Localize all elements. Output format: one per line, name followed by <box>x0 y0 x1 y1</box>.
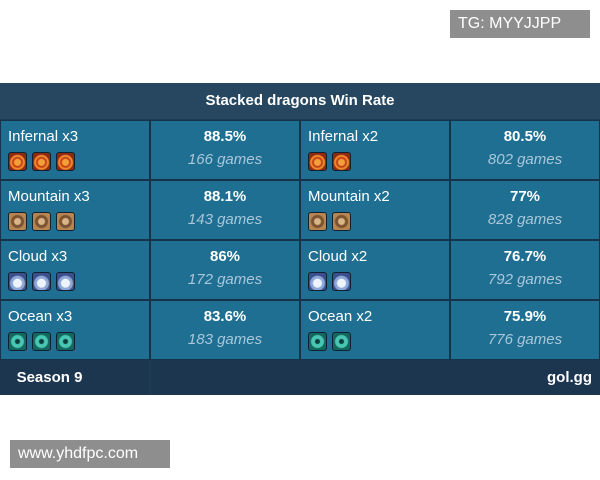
cell: Infernal x2 <box>300 120 450 180</box>
source: gol.gg <box>151 360 600 395</box>
icon <box>332 332 351 351</box>
dragon-label: Infernal x2 <box>308 128 379 145</box>
dragon-icons <box>8 332 75 351</box>
win-rate: 86% <box>209 248 241 265</box>
icon <box>56 332 75 351</box>
dragon-icons <box>308 272 351 291</box>
dragon-icons <box>308 212 351 231</box>
season-text: Season 9 <box>16 369 83 386</box>
cell: Cloud x3 <box>0 240 150 300</box>
icon <box>8 212 27 231</box>
table-title: Stacked dragons Win Rate <box>0 83 600 119</box>
dragon-icons <box>8 272 75 291</box>
dragon-label: Mountain x2 <box>308 188 390 205</box>
cell: Infernal x3 <box>0 120 150 180</box>
dragon-label: Ocean x3 <box>8 308 73 325</box>
games: 166 games <box>187 151 263 168</box>
table-row: Cloud x3 86% 172 games Cloud x2 76.7% 792 … <box>0 240 600 300</box>
watermark: www.yhdfpc.com <box>10 440 170 468</box>
cell: Mountain x2 <box>300 180 450 240</box>
icon <box>32 152 51 171</box>
win-rate: 76.7% <box>503 248 547 265</box>
cell: 83.6% 183 games <box>150 300 300 360</box>
icon <box>332 272 351 291</box>
icon <box>8 332 27 351</box>
win-rate: 88.5% <box>203 128 247 145</box>
icon <box>308 152 327 171</box>
icon <box>32 272 51 291</box>
icon <box>56 272 75 291</box>
icon <box>308 272 327 291</box>
games: 172 games <box>187 271 263 288</box>
icon <box>332 152 351 171</box>
games: 792 games <box>487 271 563 288</box>
cell: Mountain x3 <box>0 180 150 240</box>
cell: 88.1% 143 games <box>150 180 300 240</box>
dragon-label: Cloud x3 <box>8 248 68 265</box>
win-rate: 80.5% <box>503 128 547 145</box>
icon <box>332 212 351 231</box>
table-footer: Season 9 gol.gg <box>0 360 600 395</box>
icon <box>8 152 27 171</box>
dragon-icons <box>308 152 351 171</box>
cell: Ocean x2 <box>300 300 450 360</box>
icon <box>32 212 51 231</box>
cell: 77% 828 games <box>450 180 600 240</box>
cell: 80.5% 802 games <box>450 120 600 180</box>
icon <box>56 152 75 171</box>
win-rate: 88.1% <box>203 188 247 205</box>
icon <box>32 332 51 351</box>
games: 802 games <box>487 151 563 168</box>
icon <box>56 212 75 231</box>
cell: Ocean x3 <box>0 300 150 360</box>
dragon-icons <box>308 332 351 351</box>
watermark: TG: MYYJJPP <box>450 10 590 38</box>
season: Season 9 <box>0 360 149 395</box>
cell: 86% 172 games <box>150 240 300 300</box>
table-row: Ocean x3 83.6% 183 games Ocean x2 75.9% 77… <box>0 300 600 360</box>
dragon-label: Infernal x3 <box>8 128 79 145</box>
cell: Cloud x2 <box>300 240 450 300</box>
icon <box>308 212 327 231</box>
dragon-label: Cloud x2 <box>308 248 368 265</box>
cell: 75.9% 776 games <box>450 300 600 360</box>
games: 143 games <box>187 211 263 228</box>
win-rate: 83.6% <box>203 308 247 325</box>
dragon-label: Mountain x3 <box>8 188 90 205</box>
win-rate: 77% <box>509 188 541 205</box>
cell: 88.5% 166 games <box>150 120 300 180</box>
dragon-icons <box>8 212 75 231</box>
win-rate-table: Stacked dragons Win Rate Infernal x3 88.… <box>0 83 600 395</box>
icon <box>8 272 27 291</box>
games: 828 games <box>487 211 563 228</box>
dragon-icons <box>8 152 75 171</box>
win-rate: 75.9% <box>503 308 547 325</box>
dragon-label: Ocean x2 <box>308 308 373 325</box>
table-row: Infernal x3 88.5% 166 games Infernal x2 8… <box>0 120 600 180</box>
icon <box>308 332 327 351</box>
table-row: Mountain x3 88.1% 143 games Mountain x2 7… <box>0 180 600 240</box>
cell: 76.7% 792 games <box>450 240 600 300</box>
games: 183 games <box>187 331 263 348</box>
games: 776 games <box>487 331 563 348</box>
